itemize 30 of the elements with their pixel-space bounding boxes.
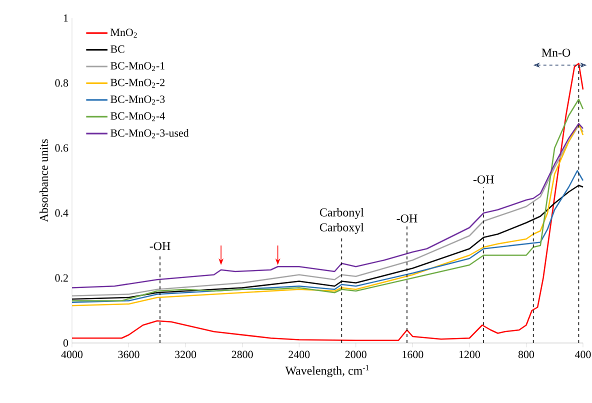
x-tick-label: 3600 (118, 350, 140, 358)
x-tick-label: 800 (518, 350, 534, 358)
legend-label: MnO$_{2}$ (110, 28, 137, 38)
y-tick-label: 0.4 (55, 209, 68, 217)
x-tick-label: 3200 (175, 350, 196, 358)
y-axis-title: Absorbance units (40, 139, 48, 222)
legend-label: BC-MnO$_{2}$-1 (110, 62, 164, 72)
y-tick-label: 0.8 (55, 79, 68, 87)
y-tick-label: 0 (63, 339, 68, 347)
legend-label: BC-MnO$_{2}$-2 (110, 78, 165, 88)
x-tick-label: 1200 (459, 350, 480, 358)
legend-label: BC-MnO$_{2}$-3-used (110, 129, 189, 138)
legend-label: BC-MnO$_{2}$-4 (110, 112, 165, 122)
y-tick-label: 0.6 (55, 144, 68, 152)
ref-line-label: Carbonyl Carboxyl (320, 208, 364, 234)
ref-line-label: -OH (150, 242, 170, 250)
x-tick-label: 400 (574, 350, 591, 358)
ref-line-label: -OH (396, 214, 418, 222)
y-tick-label: 1 (64, 14, 68, 22)
x-axis-title: Wavelength, cm$^{-1}$ (285, 365, 369, 378)
x-tick-label: 2400 (288, 350, 310, 358)
x-tick-label: 2000 (345, 350, 366, 358)
x-tick-label: 4000 (61, 350, 83, 358)
legend-label: BC-MnO$_{2}$-3 (110, 96, 165, 104)
annotation: Mn-O (542, 48, 570, 57)
y-tick-label: 0.2 (55, 274, 68, 282)
x-tick-label: 1600 (402, 350, 424, 358)
x-tick-label: 2800 (232, 350, 253, 358)
ref-line-label: -OH (473, 175, 494, 184)
legend-label: BC (110, 45, 124, 53)
